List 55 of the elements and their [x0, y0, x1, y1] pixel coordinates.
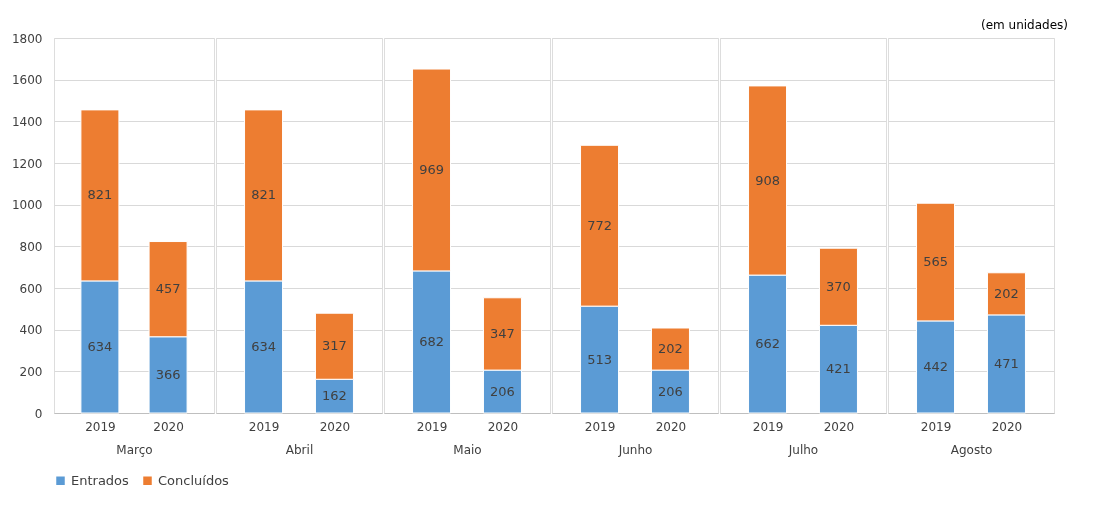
data-label: 317 [322, 338, 347, 354]
x-axis-title: Julho [787, 442, 819, 457]
data-label: 206 [490, 383, 515, 399]
data-label: 682 [419, 333, 444, 349]
data-label: 821 [251, 187, 276, 203]
x-tick-label: 2020 [153, 419, 184, 434]
x-tick-label: 2019 [584, 419, 616, 434]
x-tick-label: 2020 [823, 419, 855, 434]
data-label: 634 [87, 338, 113, 354]
data-label: 202 [994, 285, 1019, 301]
x-tick-label: 2020 [319, 419, 351, 434]
x-tick-label: 2019 [85, 419, 116, 434]
y-tick-label: 1000 [11, 198, 43, 213]
x-tick-label: 2019 [752, 419, 784, 434]
x-axis-title: Abril [285, 442, 314, 457]
data-label: 370 [826, 278, 851, 294]
data-label: 634 [251, 338, 276, 354]
data-label: 471 [994, 355, 1019, 371]
data-label: 969 [419, 161, 444, 177]
y-tick-label: 0 [34, 406, 43, 421]
y-tick-label: 1800 [11, 31, 43, 46]
data-label: 206 [658, 383, 683, 399]
text: (em unidades) [980, 18, 1068, 32]
data-label: 821 [87, 187, 113, 203]
data-label: 442 [923, 358, 948, 374]
data-label: 162 [322, 388, 347, 404]
y-tick-label: 1400 [11, 114, 43, 129]
data-label: 347 [490, 325, 515, 341]
legend-label: Entrados [71, 472, 130, 488]
data-label: 421 [826, 361, 851, 377]
x-tick-label: 2019 [248, 419, 280, 434]
x-tick-label: 2020 [991, 419, 1023, 434]
x-tick-label: 2020 [487, 419, 519, 434]
x-tick-label: 2019 [920, 419, 952, 434]
y-tick-label: 600 [19, 281, 43, 296]
x-axis-title: Agosto [950, 442, 993, 457]
data-label: 202 [658, 341, 683, 357]
y-tick-label: 400 [19, 323, 43, 338]
y-tick-label: 800 [19, 239, 43, 254]
data-label: 457 [155, 281, 181, 297]
data-label: 366 [155, 366, 181, 382]
y-tick-label: 1200 [11, 156, 43, 171]
data-label: 513 [587, 351, 612, 367]
x-axis-title: Março [116, 442, 153, 457]
data-label: 908 [755, 172, 780, 188]
y-tick-label: 200 [19, 364, 43, 379]
x-axis-title: Junho [617, 442, 653, 457]
data-label: 772 [587, 217, 612, 233]
data-label: 565 [923, 254, 948, 270]
y-tick-label: 1600 [11, 73, 43, 88]
data-label: 662 [755, 336, 780, 352]
x-axis-title: Maio [453, 442, 482, 457]
x-tick-label: 2019 [416, 419, 448, 434]
legend-label: Concluídos [158, 472, 230, 488]
x-tick-label: 2020 [655, 419, 687, 434]
